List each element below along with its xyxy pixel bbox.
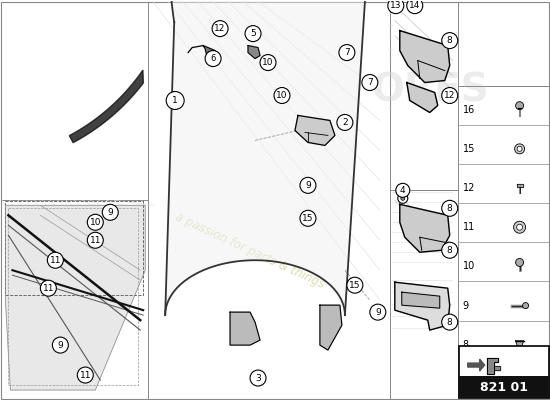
Circle shape bbox=[339, 44, 355, 60]
FancyBboxPatch shape bbox=[459, 346, 548, 398]
Text: ORES: ORES bbox=[371, 72, 488, 110]
Circle shape bbox=[442, 88, 458, 104]
Text: 6: 6 bbox=[211, 54, 216, 63]
Circle shape bbox=[401, 196, 405, 200]
Text: 1: 1 bbox=[172, 96, 178, 105]
Text: 4: 4 bbox=[400, 186, 405, 195]
Circle shape bbox=[300, 177, 316, 193]
Text: 12: 12 bbox=[214, 24, 226, 33]
Polygon shape bbox=[515, 380, 522, 388]
Circle shape bbox=[516, 224, 522, 230]
Circle shape bbox=[78, 367, 94, 383]
Circle shape bbox=[300, 210, 316, 226]
Text: 8: 8 bbox=[447, 246, 453, 255]
Text: 11: 11 bbox=[80, 370, 91, 380]
Text: 2: 2 bbox=[342, 118, 348, 127]
Text: 8: 8 bbox=[463, 340, 469, 350]
Polygon shape bbox=[400, 204, 450, 252]
Text: 10: 10 bbox=[90, 218, 101, 227]
Polygon shape bbox=[248, 46, 260, 58]
Circle shape bbox=[250, 370, 266, 386]
Text: 9: 9 bbox=[107, 208, 113, 217]
Polygon shape bbox=[407, 82, 438, 112]
Text: 8: 8 bbox=[447, 318, 453, 327]
Text: 14: 14 bbox=[409, 1, 420, 10]
Text: 9: 9 bbox=[305, 181, 311, 190]
Circle shape bbox=[370, 304, 386, 320]
Text: 8: 8 bbox=[447, 204, 453, 213]
Polygon shape bbox=[487, 358, 498, 374]
Circle shape bbox=[47, 252, 63, 268]
Text: 13: 13 bbox=[390, 1, 402, 10]
Text: 12: 12 bbox=[463, 183, 475, 193]
Circle shape bbox=[515, 144, 525, 154]
Circle shape bbox=[517, 146, 522, 151]
Circle shape bbox=[347, 277, 363, 293]
Polygon shape bbox=[6, 205, 145, 390]
Text: 15: 15 bbox=[302, 214, 314, 223]
Circle shape bbox=[442, 314, 458, 330]
Polygon shape bbox=[69, 70, 144, 143]
Polygon shape bbox=[295, 116, 335, 146]
Polygon shape bbox=[468, 359, 485, 371]
Circle shape bbox=[515, 102, 524, 110]
Circle shape bbox=[442, 200, 458, 216]
Text: 3: 3 bbox=[255, 374, 261, 382]
Text: 11: 11 bbox=[463, 222, 475, 232]
Circle shape bbox=[274, 88, 290, 104]
Polygon shape bbox=[203, 46, 218, 62]
Circle shape bbox=[442, 242, 458, 258]
Circle shape bbox=[522, 302, 529, 308]
Polygon shape bbox=[516, 184, 522, 187]
Circle shape bbox=[398, 193, 408, 203]
Text: 12: 12 bbox=[444, 91, 455, 100]
Polygon shape bbox=[494, 366, 499, 370]
Circle shape bbox=[87, 232, 103, 248]
Polygon shape bbox=[320, 305, 342, 350]
Text: 15: 15 bbox=[349, 281, 361, 290]
Circle shape bbox=[337, 114, 353, 130]
Text: 10: 10 bbox=[276, 91, 288, 100]
Text: 7: 7 bbox=[367, 78, 373, 87]
Circle shape bbox=[52, 337, 68, 353]
Text: 9: 9 bbox=[57, 340, 63, 350]
Circle shape bbox=[102, 204, 118, 220]
Polygon shape bbox=[515, 341, 524, 350]
Circle shape bbox=[166, 92, 184, 110]
Text: a passion for parts & things: a passion for parts & things bbox=[173, 210, 327, 291]
Circle shape bbox=[245, 26, 261, 42]
Text: 821 01: 821 01 bbox=[480, 380, 527, 394]
Circle shape bbox=[388, 0, 404, 14]
Polygon shape bbox=[230, 312, 260, 345]
Text: 10: 10 bbox=[262, 58, 274, 67]
Text: 11: 11 bbox=[90, 236, 101, 245]
Polygon shape bbox=[165, 0, 387, 315]
Text: 15: 15 bbox=[463, 144, 475, 154]
Polygon shape bbox=[402, 292, 440, 308]
Circle shape bbox=[442, 32, 458, 48]
Polygon shape bbox=[395, 282, 450, 330]
Circle shape bbox=[205, 50, 221, 66]
Circle shape bbox=[515, 258, 524, 266]
Text: 10: 10 bbox=[463, 262, 475, 272]
Circle shape bbox=[87, 214, 103, 230]
Text: 7: 7 bbox=[463, 379, 469, 389]
Circle shape bbox=[362, 74, 378, 90]
Text: 11: 11 bbox=[42, 284, 54, 293]
Text: 11: 11 bbox=[50, 256, 61, 265]
Circle shape bbox=[212, 21, 228, 36]
Text: 8: 8 bbox=[447, 36, 453, 45]
Text: 5: 5 bbox=[250, 29, 256, 38]
FancyBboxPatch shape bbox=[459, 376, 548, 398]
Circle shape bbox=[514, 221, 526, 233]
Text: 9: 9 bbox=[463, 300, 469, 310]
Circle shape bbox=[407, 0, 423, 14]
Polygon shape bbox=[400, 31, 450, 82]
Circle shape bbox=[396, 183, 410, 197]
Circle shape bbox=[260, 54, 276, 70]
Text: 7: 7 bbox=[344, 48, 350, 57]
Text: 9: 9 bbox=[375, 308, 381, 317]
Text: 16: 16 bbox=[463, 105, 475, 115]
Circle shape bbox=[40, 280, 56, 296]
